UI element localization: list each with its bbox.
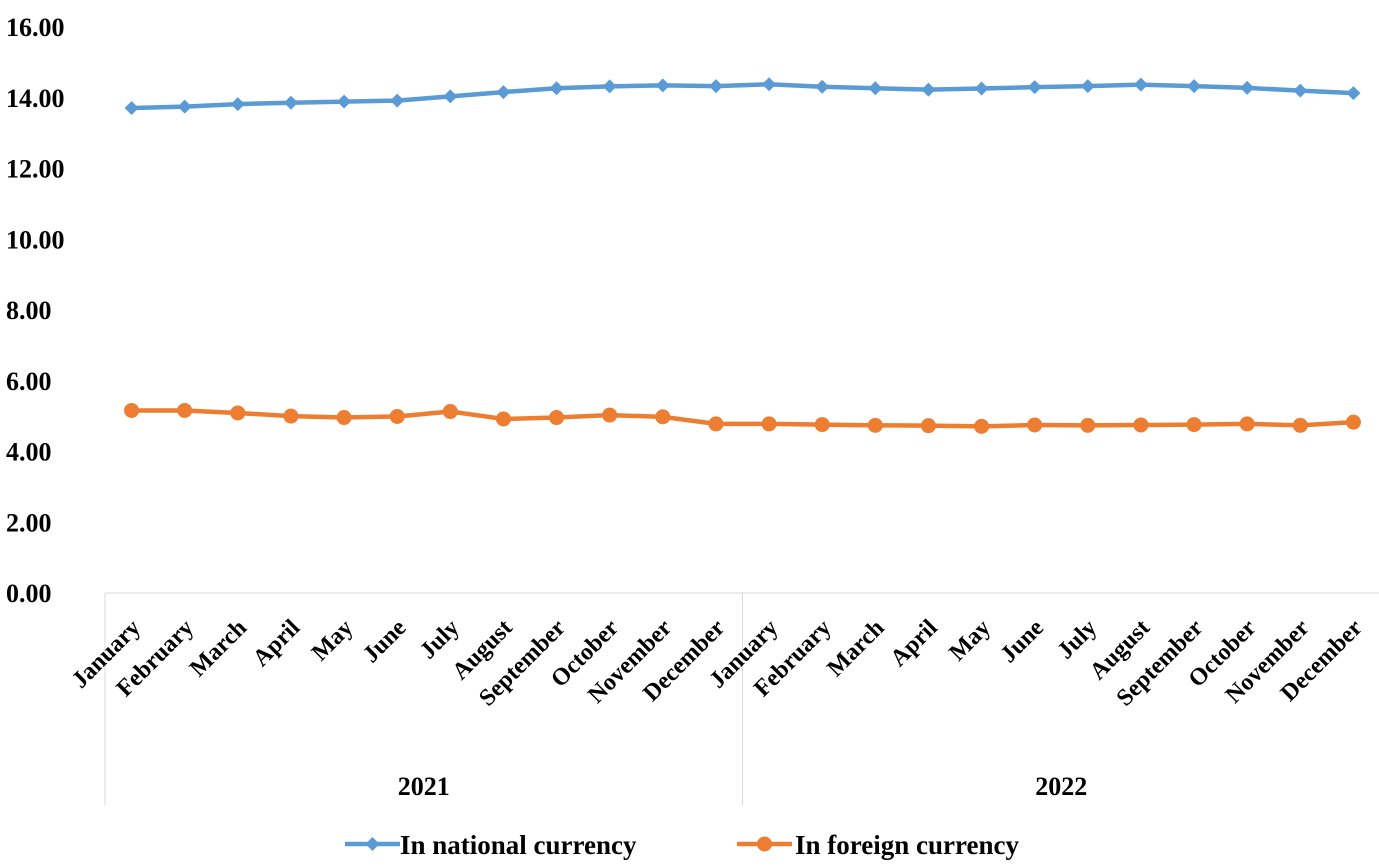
y-tick-label: 0.00 [6,579,52,608]
x-tick-label: May [944,615,995,666]
data-point [1345,414,1361,430]
data-point [496,85,511,100]
data-point [868,81,883,96]
series-foreign-currency [124,402,1361,434]
data-point [1346,86,1361,101]
axes: 0.00 2.00 4.00 6.00 8.00 10.00 12.00 14.00 16.00… [6,13,1379,805]
data-point [814,417,830,433]
data-point [1133,77,1148,92]
legend-marker [757,836,772,852]
data-point [921,82,936,97]
series-layer [124,77,1361,434]
data-point [495,411,511,427]
data-point [1080,417,1096,433]
data-point [124,101,139,116]
y-tick-label: 8.00 [6,296,52,325]
data-point [336,410,352,426]
series-line [131,82,1354,111]
data-point [655,78,670,93]
data-point [389,408,405,424]
data-point [549,410,565,426]
x-tick-label: March [185,615,252,682]
year-group-label: 2022 [1035,772,1087,801]
data-point [230,97,245,112]
data-point [602,79,617,94]
legend-label: In national currency [400,830,637,860]
data-point [974,418,990,434]
data-point [283,95,298,110]
data-point [1133,417,1149,433]
year-group-label: 2021 [398,772,450,801]
data-point [390,93,405,108]
x-tick-label: May [307,615,358,666]
data-point [177,402,193,418]
data-point [655,409,671,425]
data-point [708,79,723,94]
data-point [867,417,883,433]
data-point [815,79,830,94]
data-point [1293,83,1308,98]
y-tick-label: 2.00 [6,508,52,537]
x-tick-label: April [886,615,943,672]
data-point [761,416,777,432]
series-line [131,408,1354,429]
legend: In national currency In foreign currency [345,830,1019,860]
data-point [708,416,724,432]
data-point [920,418,936,434]
data-point [442,404,458,420]
y-tick-label: 14.00 [6,84,65,113]
data-point [1292,417,1308,433]
data-point [602,407,618,423]
x-tick-label: June [996,615,1050,669]
x-tick-label: June [358,615,412,669]
x-tick-label: April [248,615,305,672]
legend-marker [365,837,380,851]
series-national-currency [124,77,1361,116]
data-point [1187,79,1202,94]
y-tick-label: 4.00 [6,438,52,467]
data-point [283,408,299,424]
legend-label: In foreign currency [795,830,1019,860]
data-point [1080,79,1095,94]
data-point [230,405,246,421]
data-point [443,89,458,104]
y-tick-label: 16.00 [6,13,65,42]
data-point [1239,416,1255,432]
legend-item: In national currency [345,830,637,860]
data-point [124,402,140,418]
data-point [337,94,352,109]
data-point [974,81,989,96]
data-point [762,77,777,92]
y-tick-label: 6.00 [6,367,52,396]
data-point [1027,417,1043,433]
data-point [1240,80,1255,95]
x-tick-label: March [822,615,889,682]
legend-item: In foreign currency [737,830,1019,860]
data-point [549,81,564,96]
data-point [177,99,192,114]
y-tick-label: 12.00 [6,155,65,184]
data-point [1027,80,1042,95]
data-point [1186,417,1202,433]
y-tick-label: 10.00 [6,225,65,254]
